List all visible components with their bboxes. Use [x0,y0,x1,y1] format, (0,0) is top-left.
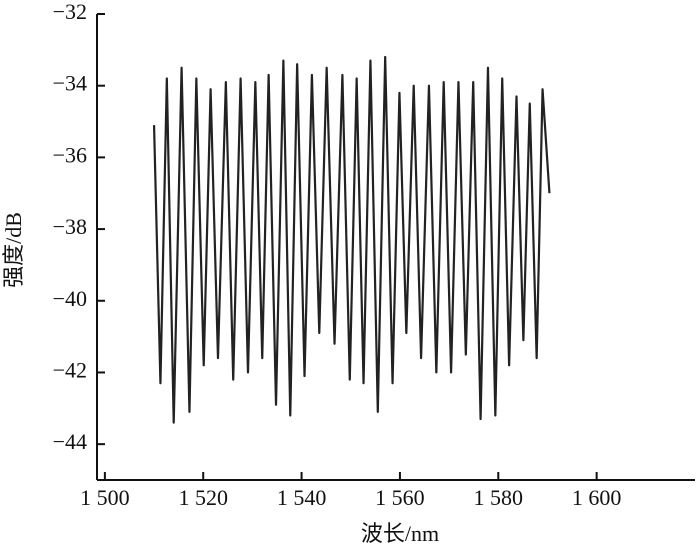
x-axis-title: 波长/nm [361,521,439,546]
y-tick-label: −44 [53,429,87,454]
y-axis-title: 强度/dB [1,212,26,288]
y-tick-label: −36 [53,142,87,167]
x-tick-label: 1 580 [474,485,524,510]
y-tick-label: −40 [53,286,87,311]
x-tick-label: 1 600 [572,485,622,510]
y-tick-label: −38 [53,214,87,239]
x-tick-label: 1 540 [277,485,327,510]
x-tick-label: 1 500 [80,485,130,510]
y-tick-label: −42 [53,358,87,383]
x-tick-label: 1 520 [178,485,228,510]
y-tick-label: −34 [53,71,87,96]
spectrum-line [152,55,551,424]
y-tick-label: −32 [53,0,87,24]
x-tick-label: 1 560 [375,485,425,510]
